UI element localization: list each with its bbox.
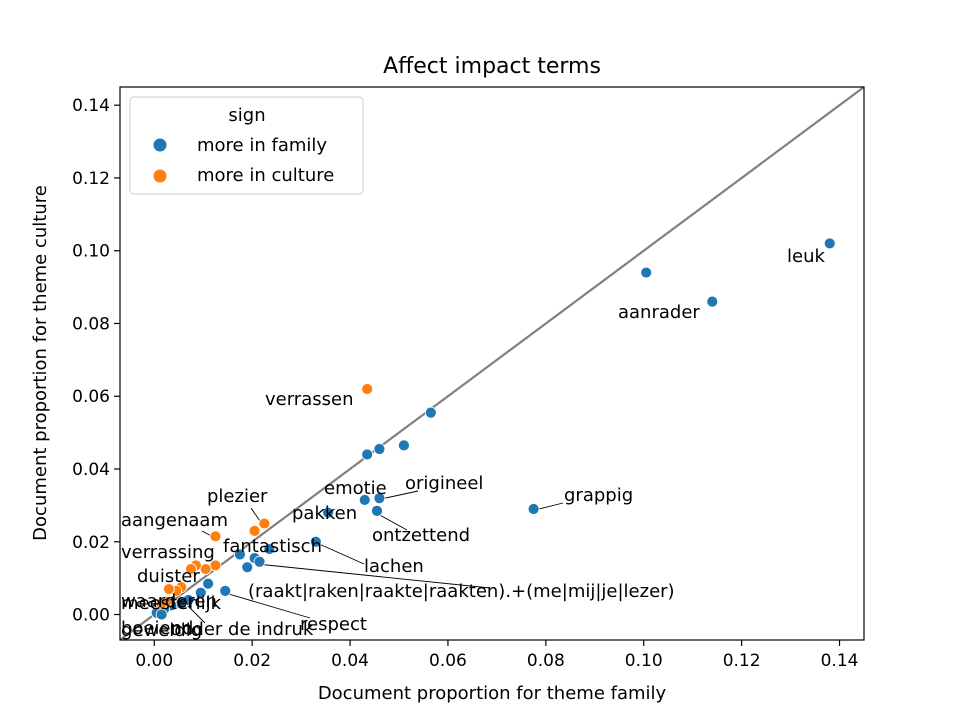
point-more-in-family [823,237,836,250]
point-more-in-family [309,535,322,548]
legend-marker-culture [152,168,168,184]
legend: sign more in family more in culture [129,96,364,195]
annotation-connector [375,512,408,531]
annotation-label: origineel [405,473,483,494]
point-more-in-family [424,406,437,419]
point-more-in-family [253,555,266,568]
annotation-label: aangenaam [121,510,228,531]
point-more-in-family [527,503,540,515]
point-more-in-culture [163,583,175,595]
annotation-connector [380,490,419,500]
annotation-label: emotie [324,478,387,499]
point-more-in-family [194,586,207,599]
point-more-in-culture [209,530,222,543]
annotation-connector [221,591,311,619]
annotation-connector [256,563,491,589]
point-more-in-family [322,506,334,519]
point-more-in-culture [199,563,212,575]
y-tick-label: 0.10 [72,242,110,262]
data-points [150,237,836,621]
point-more-in-family [219,584,232,597]
x-tick-label: 0.12 [723,651,761,671]
annotation-label: verrassing [121,542,215,563]
x-axis-ticks: 0.00 0.02 0.04 0.06 0.08 0.10 0.12 0.14 [135,640,858,671]
x-tick-label: 0.04 [331,651,369,671]
diagonal-reference-line [119,86,865,641]
point-more-in-family [373,492,386,505]
legend-marker-family [152,137,168,153]
point-more-in-family [358,494,371,506]
annotation-label: fantastisch [223,536,322,557]
annotation-label: geweldig [121,620,202,641]
legend-title: sign [228,105,265,126]
point-more-in-family [373,443,386,455]
y-tick-label: 0.04 [72,460,110,480]
annotation-label: verrassen [265,389,353,410]
annotation-label: respect [300,614,367,635]
x-tick-label: 0.08 [527,651,565,671]
annotation-label: lachen [364,556,424,577]
x-tick-label: 0.14 [821,651,859,671]
annotation-label: plezier [207,486,268,507]
y-tick-label: 0.06 [72,387,110,407]
annotation-label: aanrader [618,302,700,323]
legend-box [129,96,364,195]
x-tick-label: 0.10 [625,651,663,671]
y-tick-label: 0.02 [72,533,110,553]
annotation-labels: leuk aanrader grappig verrassen origineel emo… [121,246,825,641]
annotation-connector [316,542,365,565]
legend-label-family: more in family [197,135,327,156]
x-tick-label: 0.00 [135,651,173,671]
plot-frame [119,86,865,641]
x-tick-label: 0.02 [233,651,271,671]
y-axis-ticks: 0.00 0.02 0.04 0.06 0.08 0.10 0.12 0.14 [72,96,120,626]
point-more-in-culture [248,524,261,537]
x-axis-label: Document proportion for theme family [318,683,667,704]
point-more-in-family [234,548,246,561]
point-more-in-family [361,448,374,461]
x-tick-label: 0.06 [429,651,467,671]
annotation-label: meesterlijk [121,593,222,614]
annotation-label: duister [137,566,200,587]
legend-label-culture: more in culture [197,165,334,186]
point-more-in-culture [361,383,374,395]
y-tick-label: 0.12 [72,169,110,189]
point-more-in-family [241,561,254,574]
y-tick-label: 0.14 [72,96,110,116]
point-more-in-family [263,543,276,555]
annotation-label: grappig [564,485,633,506]
annotation-label: onder de indruk [170,619,314,640]
annotation-label: leuk [787,246,825,267]
point-more-in-culture [258,517,271,530]
point-more-in-family [706,295,719,308]
point-more-in-culture [155,597,168,610]
annotation-label: pakken [292,503,357,524]
point-more-in-family [397,439,410,452]
chart-title: Affect impact terms [383,54,601,79]
annotation-connector [185,603,206,624]
point-more-in-family [640,266,653,279]
y-axis-label: Document proportion for theme culture [30,185,51,541]
annotation-label: (raakt|raken|raakte|raakten).+(me|mij|je… [248,581,675,602]
point-more-in-family [202,577,215,590]
point-more-in-culture [185,563,197,575]
annotation-label: ontzettend [372,525,470,546]
point-more-in-family [371,504,383,517]
annotation-label: boeiend [121,618,193,639]
annotation-label: waarderen [121,591,217,612]
y-tick-label: 0.08 [72,314,110,334]
y-tick-label: 0.00 [72,606,110,626]
